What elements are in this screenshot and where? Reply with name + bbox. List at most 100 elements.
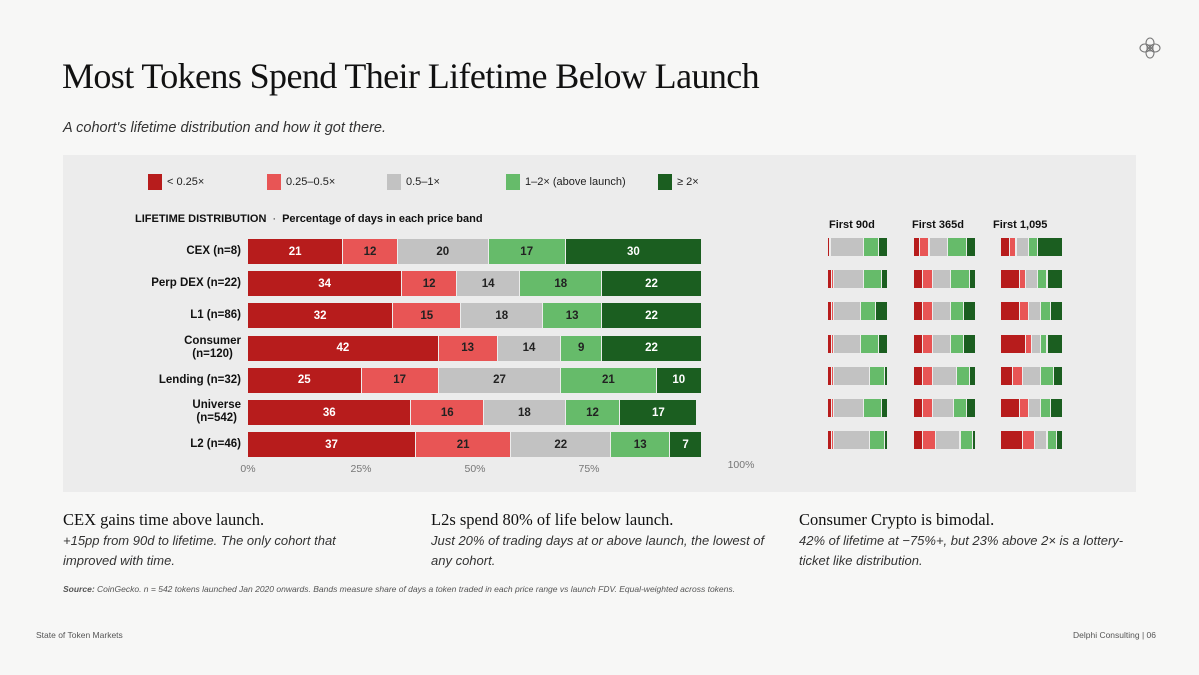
mini-bar-segment <box>1038 270 1048 289</box>
mini-bar-segment <box>831 302 834 321</box>
mini-bar-segment <box>1022 366 1042 385</box>
mini-bar-segment <box>1041 334 1048 353</box>
bar-segment: 13 <box>543 303 603 329</box>
mini-bar-segment <box>1001 399 1020 417</box>
mini-bar-segment <box>1041 302 1051 321</box>
mini-bar-segment <box>960 431 973 450</box>
data-label: 12 <box>422 277 436 290</box>
data-label: 22 <box>645 309 658 322</box>
bar-segment: 22 <box>511 432 612 458</box>
mini-bar-segment <box>1016 238 1029 256</box>
category-label: CEX (n=8) <box>186 245 241 257</box>
mini-bar-segment <box>1001 238 1011 256</box>
legend-item: 1–2× (above launch) <box>506 173 626 190</box>
mini-bar-segment <box>861 334 879 353</box>
bar-segment: 21 <box>248 239 344 264</box>
data-label: 21 <box>602 374 615 387</box>
mini-bar-segment <box>1032 334 1042 353</box>
mini-bar-segment <box>963 334 976 353</box>
data-label: 12 <box>363 245 377 258</box>
bar-segment: 20 <box>397 239 489 264</box>
data-label: 7 <box>682 438 689 451</box>
category-label: Universe (n=542) <box>192 399 241 424</box>
insight-3-title: Consumer Crypto is bimodal. <box>799 510 995 529</box>
data-label: 16 <box>440 406 454 419</box>
mini-bar-segment <box>972 431 976 450</box>
mini-bar-segment <box>1019 302 1029 321</box>
mini-bar-segment <box>831 399 834 417</box>
data-label: 17 <box>651 406 665 419</box>
data-label: 20 <box>436 245 450 258</box>
mini-bar-segment <box>1010 238 1017 256</box>
bar-segment: 21 <box>561 367 657 393</box>
mini-bar-segment <box>1001 302 1020 321</box>
mini-bar-segment <box>1001 366 1014 385</box>
mini-bar-segment <box>1028 399 1042 417</box>
data-label: 36 <box>322 406 336 419</box>
category-label: Lending (n=32) <box>158 373 241 386</box>
x-tick-label: 100% <box>727 459 755 471</box>
mini-bar-segment <box>1001 334 1026 353</box>
mini-bar-segment <box>864 399 882 417</box>
mini-bar-segment <box>932 366 958 385</box>
bar-segment: 12 <box>402 271 457 297</box>
bar-segment: 22 <box>602 271 702 297</box>
mini-bar-segment <box>1019 399 1029 417</box>
mini-bar-segment <box>951 270 970 289</box>
mini-bar-segment <box>932 302 952 321</box>
mini-bar-segment <box>932 270 952 289</box>
mini-bar-segment <box>1047 334 1063 353</box>
bar-segment: 32 <box>248 303 394 329</box>
mini-bar-segment <box>861 302 876 321</box>
bar-segment: 27 <box>438 367 562 393</box>
page-title: Most Tokens Spend Their Lifetime Below L… <box>62 56 760 96</box>
mini-bar-segment <box>1038 238 1063 256</box>
flower-logo-icon <box>1139 37 1161 59</box>
x-tick-label: 75% <box>578 463 600 475</box>
mini-bar-segment <box>834 334 861 353</box>
chart-heading: LIFETIME DISTRIBUTION · Percentage of days… <box>135 213 483 225</box>
mini-bar-segment <box>1035 431 1048 450</box>
bar-segment: 14 <box>456 271 521 297</box>
data-label: 37 <box>325 438 338 451</box>
mini-bar-segment <box>1047 270 1063 289</box>
mini-bar-segment <box>923 431 936 450</box>
mini-bar-segment <box>914 431 924 450</box>
legend-swatch <box>267 173 281 190</box>
mini-bar-segment <box>828 302 832 321</box>
mini-bar-segment <box>1022 431 1036 450</box>
data-label: 17 <box>393 374 406 387</box>
bar-segment: 17 <box>488 239 566 264</box>
bar-segment: 16 <box>411 400 485 425</box>
mini-bar-segment <box>951 334 964 353</box>
mini-bar-segment <box>828 238 830 256</box>
data-label: 34 <box>318 277 332 290</box>
x-tick-label: 50% <box>464 463 486 475</box>
mini-bar-segment <box>831 270 834 289</box>
mini-bar-segment <box>1025 334 1032 353</box>
mini-bar-segment <box>969 270 976 289</box>
legend-swatch <box>658 173 672 190</box>
bar-segment: 21 <box>415 432 512 458</box>
category-label: Consumer (n=120) <box>184 334 241 360</box>
mini-bar-segment <box>1025 270 1039 289</box>
bar-segment: 9 <box>561 335 603 361</box>
x-tick-label: 0% <box>240 463 256 475</box>
data-label: 9 <box>577 342 585 355</box>
category-label: L2 (n=46) <box>190 438 241 451</box>
category-label: Perp DEX (n=22) <box>151 277 241 290</box>
bar-segment: 30 <box>565 239 702 264</box>
mini-bar-segment <box>1013 366 1023 385</box>
mini-bar-segment <box>951 302 964 321</box>
bar-segment: 18 <box>461 303 544 329</box>
mini-bar-segment <box>831 238 864 256</box>
legend-item: 0.25–0.5× <box>267 173 335 190</box>
bar-segment: 15 <box>393 303 462 329</box>
bar-segment: 17 <box>361 367 439 393</box>
bar-segment: 42 <box>248 335 439 361</box>
data-label: 18 <box>554 277 568 290</box>
mini-bar-segment <box>963 302 976 321</box>
mini-bar-segment <box>829 238 832 256</box>
mini-bar-segment <box>885 366 888 385</box>
bar-segment: 36 <box>248 400 412 425</box>
